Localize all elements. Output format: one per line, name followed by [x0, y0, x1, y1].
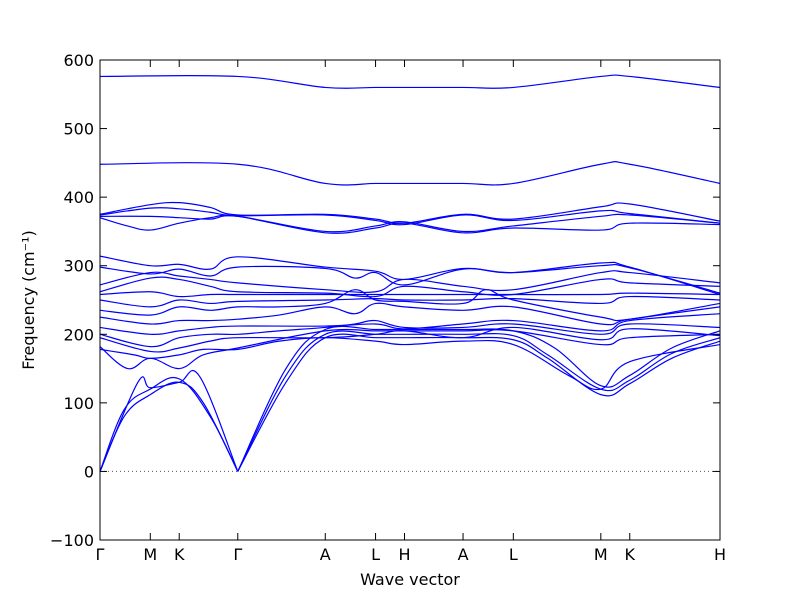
x-tick-label-8: L	[509, 545, 518, 564]
band-line-24	[100, 74, 720, 89]
y-tick-label: 0	[84, 462, 94, 481]
x-tick-label-10: K	[625, 545, 636, 564]
band-line-23	[100, 161, 720, 186]
band-line-0	[100, 381, 239, 472]
band-line-22	[100, 201, 720, 224]
band-line-10	[100, 313, 720, 335]
band-line-8	[100, 326, 720, 353]
band-line-12	[100, 289, 720, 322]
band-line-21	[100, 207, 720, 226]
band-line-9	[100, 319, 720, 348]
x-axis-title: Wave vector	[360, 570, 460, 589]
band-line-14	[100, 291, 720, 298]
x-tick-label-5: L	[371, 545, 380, 564]
band-line-11	[100, 302, 720, 326]
band-line-16	[100, 270, 720, 294]
band-line-3	[237, 333, 720, 472]
y-tick-label: 600	[63, 51, 94, 70]
band-line-17	[100, 263, 720, 294]
x-tick-label-6: H	[398, 545, 410, 564]
band-line-19	[100, 214, 720, 234]
band-line-7	[100, 328, 720, 370]
x-tick-label-7: A	[458, 545, 469, 564]
y-tick-label: 400	[63, 188, 94, 207]
band-line-5	[237, 325, 720, 472]
band-line-18	[100, 255, 720, 296]
band-line-6	[100, 337, 720, 391]
y-tick-label: 100	[63, 394, 94, 413]
band-line-13	[100, 295, 720, 308]
band-line-4	[237, 330, 720, 472]
band-lines	[100, 74, 720, 472]
y-tick-label: −100	[50, 531, 94, 550]
y-tick-label: 500	[63, 120, 94, 139]
band-line-20	[100, 213, 720, 233]
y-tick-label: 200	[63, 325, 94, 344]
y-tick-label: 300	[63, 257, 94, 276]
plot-frame	[99, 59, 721, 541]
band-line-2	[100, 370, 239, 472]
x-tick-label-9: M	[594, 545, 608, 564]
x-tick-label-2: K	[174, 545, 185, 564]
y-axis-ticks: −100 0 100 200 300 400 500 600	[50, 51, 720, 550]
y-axis-title: Frequency (cm⁻¹)	[19, 230, 38, 369]
x-tick-label-3: Γ	[233, 545, 242, 564]
x-tick-label-4: A	[320, 545, 331, 564]
band-line-1	[100, 377, 239, 472]
band-line-15	[100, 276, 720, 298]
x-tick-label-1: M	[143, 545, 157, 564]
x-tick-label-0: Γ	[96, 545, 105, 564]
x-tick-label-11: H	[714, 545, 726, 564]
